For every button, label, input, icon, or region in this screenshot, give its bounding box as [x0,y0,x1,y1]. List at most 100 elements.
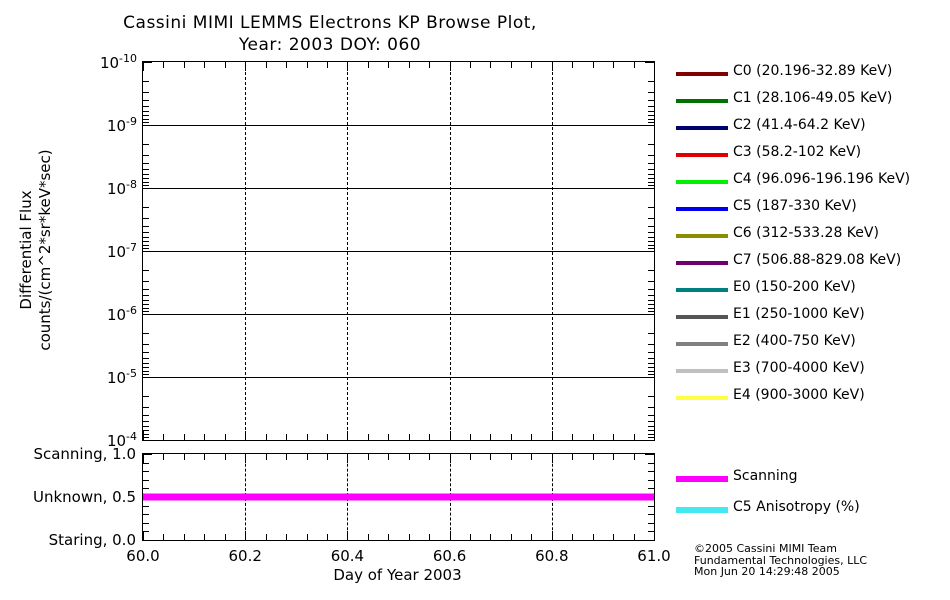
x-tick-minor [204,62,206,68]
scan-legend-item-row[interactable]: C5 Anisotropy (%) [676,499,950,530]
y-tick-minor [648,430,654,432]
x-tick-minor [265,454,267,460]
y-tick-minor [648,351,654,353]
x-tick-minor [326,62,328,68]
x-tick-minor [306,534,308,540]
y-tick-minor [648,367,654,369]
x-tick-major [551,531,553,540]
x-tick-minor [286,62,288,68]
y-tick-minor [648,300,654,302]
y-tick-major [645,125,654,126]
legend-item-color-swatch [676,315,728,319]
legend-item-row[interactable]: C2 (41.4-64.2 KeV) [676,115,950,142]
y-tick-minor [648,437,654,439]
y-tick-minor [143,374,149,376]
y-tick-minor [143,80,149,82]
y-tick-minor [648,178,654,180]
y-tick-minor [143,430,149,432]
x-tick-minor [408,454,410,460]
x-tick-minor [510,434,512,440]
y-tick-minor [143,344,149,346]
legend-item-row[interactable]: E2 (400-750 KeV) [676,331,950,358]
x-tick-minor [490,534,492,540]
legend-item-row[interactable]: E0 (150-200 KeV) [676,277,950,304]
y-tick-minor [143,426,149,428]
y-tick-label: 10-9 [106,115,137,135]
x-tick-minor [470,434,472,440]
gridline-horizontal [143,314,654,315]
y-tick-minor [143,395,149,397]
legend-item-label: E1 (250-1000 KeV) [733,306,865,322]
scan-y-tick-major [645,454,654,455]
x-tick-minor [531,534,533,540]
scan-y-tick-minor [143,505,149,507]
gridline-vertical [449,62,451,440]
scan-y-tick-minor [143,479,149,481]
y-axis-title: Differential Flux counts/(cm^2*sr*keV*se… [17,149,54,351]
y-tick-minor [143,300,149,302]
scan-legend-item-row[interactable]: Scanning [676,468,950,499]
y-tick-minor [648,111,654,113]
y-tick-minor [648,288,654,290]
x-tick-minor [572,534,574,540]
legend-item-row[interactable]: E4 (900-3000 KeV) [676,385,950,412]
y-tick-minor [143,185,149,187]
scan-y-tick-minor [143,522,149,524]
x-tick-minor [429,62,431,68]
legend-item-row[interactable]: C1 (28.106-49.05 KeV) [676,88,950,115]
y-tick-minor [648,155,654,157]
legend-item-row[interactable]: C4 (96.096-196.196 KeV) [676,169,950,196]
y-tick-major [645,440,654,441]
y-tick-major [143,251,152,252]
y-tick-minor [648,358,654,360]
legend-item-row[interactable]: C3 (58.2-102 KeV) [676,142,950,169]
y-tick-label: 10-10 [99,52,137,72]
legend-item-label: E3 (700-4000 KeV) [733,360,865,376]
scan-y-tick-minor [143,462,149,464]
y-tick-minor [648,374,654,376]
x-tick-label: 60.2 [228,547,262,565]
legend-item-row[interactable]: E3 (700-4000 KeV) [676,358,950,385]
scan-mode-label: Scanning, 1.0 [33,445,136,463]
legend-item-row[interactable]: C5 (187-330 KeV) [676,196,950,223]
scan-legend-item-label: C5 Anisotropy (%) [733,499,860,515]
x-tick-minor [326,454,328,460]
x-tick-minor [633,434,635,440]
y-tick-major [143,377,152,378]
x-tick-major [654,454,655,463]
y-tick-minor [648,421,654,423]
y-tick-minor [648,122,654,124]
x-tick-minor [613,62,615,68]
x-tick-minor [613,534,615,540]
legend-item-row[interactable]: C6 (312-533.28 KeV) [676,223,950,250]
y-tick-minor [143,370,149,372]
y-tick-minor [648,232,654,234]
y-tick-minor [648,181,654,183]
legend-item-row[interactable]: C7 (506.88-829.08 KeV) [676,250,950,277]
y-tick-minor [143,421,149,423]
x-tick-minor [572,454,574,460]
legend-item-label: E0 (150-200 KeV) [733,279,856,295]
page-title: Cassini MIMI LEMMS Electrons KP Browse P… [123,13,537,55]
legend-item-row[interactable]: C0 (20.196-32.89 KeV) [676,61,950,88]
y-tick-minor [648,244,654,246]
y-tick-minor [648,433,654,435]
scan-y-tick-minor [143,514,149,516]
credits-text: ©2005 Cassini MIMI Team Fundamental Tech… [694,542,868,578]
x-tick-minor [224,434,226,440]
x-tick-minor [510,534,512,540]
y-tick-minor [143,307,149,309]
y-tick-minor [143,155,149,157]
gridline-horizontal [143,251,654,252]
x-tick-label: 61.0 [637,547,671,565]
x-tick-minor [633,454,635,460]
y-tick-minor [648,80,654,82]
legend-item-row[interactable]: E1 (250-1000 KeV) [676,304,950,331]
y-tick-minor [143,351,149,353]
legend-item-label: C0 (20.196-32.89 KeV) [733,63,893,79]
y-tick-major [645,188,654,189]
y-tick-minor [648,269,654,271]
y-tick-minor [143,367,149,369]
y-tick-minor [648,307,654,309]
y-tick-minor [143,332,149,334]
